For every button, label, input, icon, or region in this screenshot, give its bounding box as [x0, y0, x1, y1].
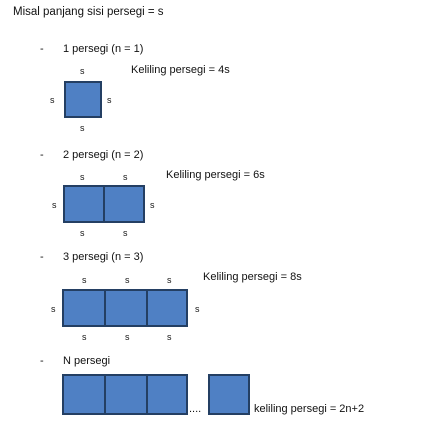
side-label-right: s [150, 200, 155, 210]
square [103, 185, 145, 223]
section-4-title: N persegi [63, 355, 111, 367]
side-label-top: s [125, 275, 130, 285]
side-label-right: s [107, 95, 112, 105]
section-2-formula-text: Keliling persegi = 6s [166, 169, 265, 181]
side-label-bottom: s [125, 332, 130, 342]
side-label-top: s [82, 275, 87, 285]
intro-text: Misal panjang sisi persegi = s [13, 6, 164, 18]
square [104, 374, 148, 415]
bullet-4: - [40, 355, 44, 367]
square [208, 374, 250, 415]
side-label-top: s [80, 66, 85, 76]
side-label-right: s [195, 304, 200, 314]
section-3-title: 3 persegi (n = 3) [63, 251, 144, 263]
square [104, 289, 148, 327]
square [62, 289, 106, 327]
ellipsis: .... [189, 403, 202, 415]
side-label-top: s [123, 172, 128, 182]
section-4-formula: keliling persegi = 2n+2 [254, 403, 365, 415]
bullet-1: - [40, 43, 44, 55]
side-label-left: s [51, 304, 56, 314]
side-label-left: s [50, 95, 55, 105]
bullet-3: - [40, 251, 44, 263]
square [64, 81, 102, 118]
square [146, 289, 188, 327]
square [146, 374, 188, 415]
section-3-formula: Keliling persegi = 8s [203, 271, 302, 283]
side-label-bottom: s [80, 123, 85, 133]
square [62, 374, 106, 415]
side-label-bottom: s [82, 332, 87, 342]
section-1-title: 1 persegi (n = 1) [63, 43, 144, 55]
section-1-formula: Keliling persegi = 4s [131, 64, 230, 76]
side-label-bottom: s [123, 228, 128, 238]
square [63, 185, 105, 223]
side-label-left: s [52, 200, 57, 210]
side-label-bottom: s [80, 228, 85, 238]
side-label-top: s [167, 275, 172, 285]
bullet-2: - [40, 149, 44, 161]
side-label-bottom: s [167, 332, 172, 342]
side-label-top: s [80, 172, 85, 182]
section-2-title: 2 persegi (n = 2) [63, 149, 144, 161]
